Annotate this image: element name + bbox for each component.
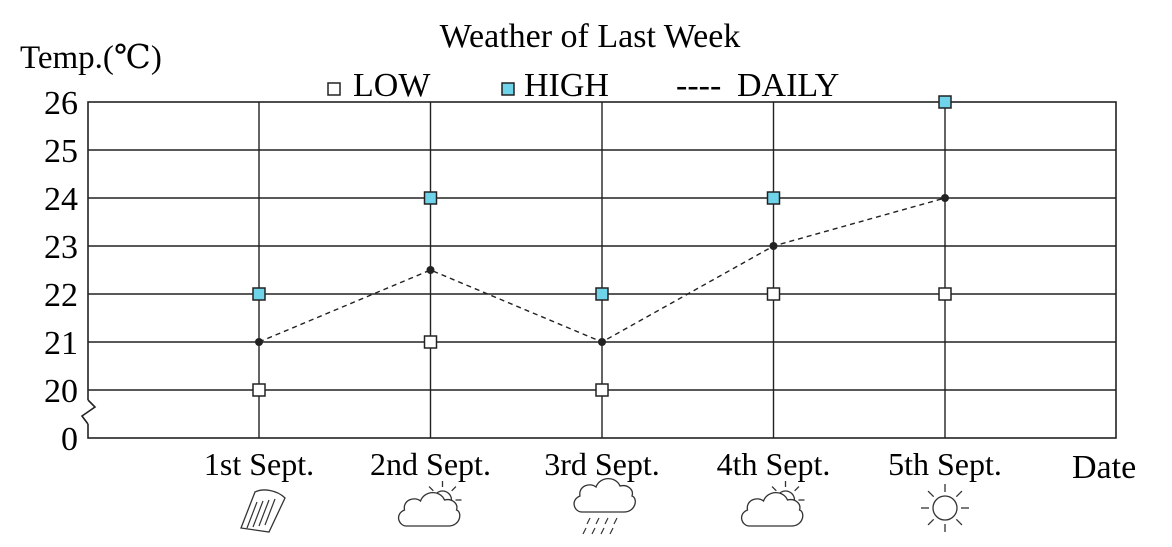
sun-ray [771, 486, 777, 492]
raindrop [586, 517, 591, 525]
x-tick-labels: 1st Sept. 2nd Sept. 3rd Sept. 4th Sept. 5th … [204, 446, 1002, 482]
rain-icon [573, 477, 636, 535]
legend: LOW HIGH ---- DAILY [327, 67, 839, 104]
sun-ray [927, 518, 935, 526]
y-tick-label: 23 [44, 229, 78, 266]
y-tick-label: 21 [44, 325, 78, 362]
high-point [766, 191, 781, 205]
y-tick-label: 22 [44, 277, 78, 314]
legend-low-label: LOW [353, 67, 431, 104]
raindrop [604, 517, 609, 525]
cloud-shape [573, 477, 636, 513]
low-point [595, 383, 609, 397]
x-tick-label: 3rd Sept. [544, 446, 660, 482]
sun-disc [932, 495, 958, 521]
weather-icons [240, 477, 969, 535]
low-point [938, 287, 952, 301]
cloud-shape [397, 491, 461, 527]
x-tick-label: 4th Sept. [717, 446, 831, 482]
x-tick-label: 2nd Sept. [370, 446, 491, 482]
high-point [938, 95, 952, 109]
axis-break [80, 399, 97, 425]
y-tick-label: 20 [44, 373, 78, 410]
high-point [423, 191, 438, 205]
partly-cloudy-icon [740, 481, 805, 527]
legend-high-swatch [501, 82, 515, 96]
legend-daily-label: DAILY [737, 67, 839, 104]
legend-daily-symbol: ---- [676, 67, 721, 104]
sun-ray [955, 518, 963, 526]
legend-high-label: HIGH [524, 67, 609, 104]
raindrop [595, 517, 600, 525]
low-point [252, 383, 266, 397]
high-point [252, 287, 266, 301]
y-tick-label: 25 [44, 133, 78, 170]
flag-stripe [258, 499, 270, 527]
y-tick-label-origin: 0 [61, 421, 78, 458]
raindrop [613, 517, 618, 525]
chart-title: Weather of Last Week [440, 18, 741, 55]
sun-ray [927, 490, 935, 498]
sun-ray [955, 490, 963, 498]
daily-point [769, 242, 778, 250]
daily-point [255, 338, 263, 346]
x-axis-label: Date [1072, 449, 1136, 486]
daily-point [941, 194, 949, 202]
legend-low-swatch [327, 82, 341, 96]
low-point [766, 287, 781, 301]
sun-ray [451, 486, 457, 492]
raindrop [591, 527, 596, 535]
low-point [423, 335, 438, 349]
y-axis-label: Temp.(℃) [20, 40, 162, 76]
raindrop [582, 527, 587, 535]
sunny-icon [921, 484, 969, 532]
partly-cloudy-icon [397, 481, 462, 527]
windy-icon [240, 489, 286, 533]
raindrop [600, 527, 605, 535]
flag-stripe [252, 500, 264, 528]
sun-ray [428, 486, 434, 492]
y-tick-label: 24 [44, 181, 78, 218]
x-tick-label: 5th Sept. [888, 446, 1002, 482]
daily-point [426, 266, 435, 274]
y-tick-label: 26 [44, 85, 78, 122]
series [252, 95, 952, 397]
flag-stripe [246, 501, 258, 529]
cloud-shape [740, 491, 804, 527]
axis-break-zigzag [80, 399, 97, 425]
y-tick-labels: 26 25 24 23 22 21 20 0 [44, 85, 78, 458]
daily-point [598, 338, 606, 346]
high-point [595, 287, 609, 301]
x-tick-label: 1st Sept. [204, 446, 314, 482]
sun-ray [794, 486, 800, 492]
raindrop [609, 527, 614, 535]
flag-stripe [264, 498, 276, 526]
